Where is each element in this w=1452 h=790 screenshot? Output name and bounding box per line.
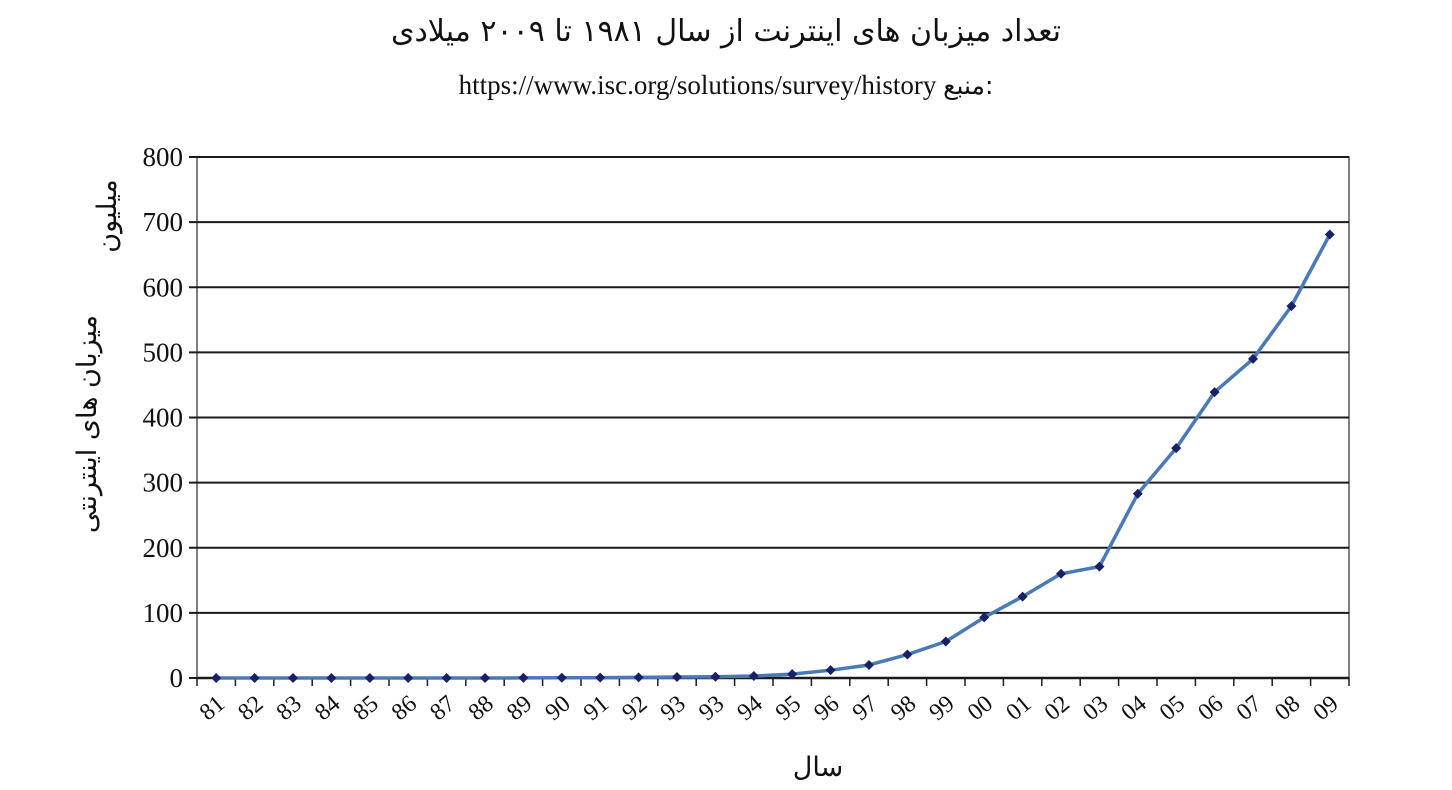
x-tick-label: 97 [848,691,883,726]
series-line [216,233,1332,680]
x-tick-label: 89 [502,691,537,726]
data-point [1094,561,1105,572]
data-point [979,612,990,623]
y-tick-label: 500 [143,337,184,367]
y-tick-label: 100 [143,598,184,628]
y-tick-label: 400 [143,403,184,433]
x-axis-label: سال [793,752,843,783]
x-tick-label: 86 [387,691,422,726]
x-tick-label: 07 [1232,691,1267,726]
x-tick-label: 85 [349,691,384,726]
x-tick-label: 08 [1270,691,1305,726]
data-point [864,659,874,670]
x-tick-labels: 81 82 83 84 85 86 87 88 89 90 91 92 93 93 94 95 96 97 98 99… [195,691,1344,726]
data-point [672,672,682,683]
data-point [1017,591,1028,602]
data-point [1056,568,1066,579]
x-tick-label: 93 [694,691,729,726]
data-point [364,673,375,683]
x-tick-label: 09 [1309,691,1344,726]
data-point [211,673,222,683]
y-unit-label: میلیون [92,179,123,252]
x-tick-label: 92 [617,691,652,726]
x-tick-label: 03 [1078,691,1113,726]
x-tick-label: 00 [963,691,998,726]
x-tick-label: 88 [464,691,499,726]
data-point [1248,353,1258,364]
data-point [288,673,298,683]
data-point [748,671,759,682]
x-tick-label: 95 [771,691,806,726]
data-point [556,672,567,683]
y-tick-label: 600 [143,272,184,302]
x-tick-label: 94 [733,691,768,726]
y-tick-label: 800 [143,142,184,172]
data-point [403,673,414,683]
data-point [1324,229,1335,240]
data-point [326,673,337,683]
data-point [1171,443,1182,454]
x-tick-label: 98 [886,691,921,726]
data-point [710,671,721,682]
data-point [1132,488,1143,499]
data-point [441,673,452,683]
x-tick-label: 99 [925,691,960,726]
x-tick-label: 96 [809,691,844,726]
y-tick-label: 700 [143,207,184,237]
y-tick-label: 200 [143,533,184,563]
grid-lines [189,156,1350,686]
x-tick-label: 84 [310,691,345,726]
x-tick-label: 93 [656,691,691,726]
y-tick-labels: 0 100 200 300 400 500 600 700 800 [143,142,184,693]
data-point [595,672,606,683]
x-tick-label: 05 [1155,691,1190,726]
data-point [480,673,490,683]
x-tick-label: 01 [1001,691,1036,726]
data-point [633,672,644,683]
data-point [518,672,529,683]
data-point [825,665,836,676]
x-tick-label: 04 [1117,691,1152,726]
chart-title: تعداد میزبان های اینترنت از سال ۱۹۸۱ تا … [390,14,1062,49]
data-point [249,673,260,683]
y-axis-label: میزبان های اینترنتی [72,315,103,533]
data-point [1209,387,1220,398]
chart-source: https://www.isc.org/solutions/survey/his… [0,70,1452,101]
x-tick-label: 91 [579,691,614,726]
x-tick-label: 82 [233,691,268,726]
data-point [787,669,798,680]
series-group [211,229,1335,683]
x-tick-label: 06 [1193,691,1228,726]
source-url: https://www.isc.org/solutions/survey/his… [458,70,937,100]
x-tick-label: 87 [425,691,460,726]
data-point [940,636,951,647]
x-tick-label: 90 [541,691,576,726]
y-tick-label: 300 [143,468,184,498]
x-tick-label: 83 [272,691,307,726]
y-tick-label: 0 [170,663,184,693]
x-tick-label: 81 [195,691,230,726]
data-point [1286,301,1297,312]
data-point [902,649,913,660]
source-label: منبع: [943,71,994,100]
x-tick-label: 02 [1040,691,1075,726]
